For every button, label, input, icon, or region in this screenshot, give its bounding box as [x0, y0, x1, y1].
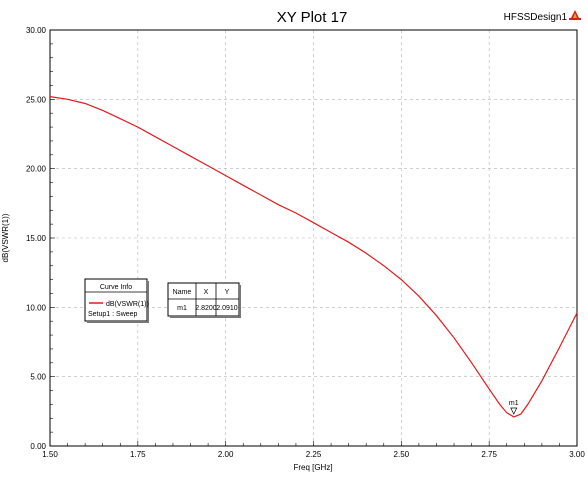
legend-entry: dB(VSWR(1))	[106, 301, 149, 308]
y-tick-label: 30.00	[26, 26, 47, 35]
x-tick-label: 2.25	[306, 450, 322, 459]
legend-box	[84, 278, 148, 322]
marker-table-header-name: Name	[173, 289, 192, 296]
marker-table-box	[167, 282, 240, 317]
x-tick-label: 2.00	[218, 450, 234, 459]
marker-table-cell-name: m1	[177, 305, 187, 312]
marker-table-cell-y: 2.0910	[216, 305, 238, 312]
minor-ticks	[49, 29, 578, 447]
ansoft-logo-icon	[569, 10, 581, 20]
marker-table[interactable]: Name X Y m1 2.8200 2.0910	[167, 282, 241, 318]
marker-label: m1	[509, 400, 519, 407]
markers: m1	[509, 400, 519, 415]
legend-sub: Setup1 : Sweep	[88, 311, 138, 318]
x-axis-label: Freq [GHz]	[293, 463, 332, 472]
marker-triangle[interactable]	[510, 407, 518, 415]
marker-table-header-y: Y	[225, 289, 230, 296]
brand-label: HFSSDesign1	[504, 12, 568, 23]
y-tick-label: 15.00	[26, 234, 47, 243]
y-axis-label: dB(VSWR(1))	[1, 213, 10, 262]
y-tick-label: 10.00	[26, 303, 47, 312]
x-tick-label: 3.00	[569, 450, 585, 459]
series-line	[49, 96, 578, 418]
y-tick-label: 0.00	[30, 442, 46, 451]
x-tick-labels: 1.50 1.75 2.00 2.25 2.50 2.75 3.00	[42, 450, 585, 459]
y-tick-label: 25.00	[26, 95, 47, 104]
chart-title: XY Plot 17	[277, 9, 348, 26]
x-tick-label: 1.75	[130, 450, 146, 459]
marker-table-cell-x: 2.8200	[195, 305, 217, 312]
legend[interactable]: Curve Info dB(VSWR(1)) Setup1 : Sweep	[84, 278, 149, 323]
brand: HFSSDesign1	[504, 10, 581, 23]
series-lines	[49, 96, 578, 418]
x-tick-label: 2.50	[394, 450, 410, 459]
legend-header: Curve Info	[100, 284, 132, 291]
y-tick-label: 20.00	[26, 165, 47, 174]
x-tick-label: 1.50	[42, 450, 58, 459]
y-tick-label: 5.00	[30, 373, 46, 382]
marker-table-header-x: X	[204, 289, 209, 296]
y-tick-labels: 0.00 5.00 10.00 15.00 20.00 25.00 30.00	[26, 26, 47, 451]
x-tick-label: 2.75	[481, 450, 497, 459]
grid	[49, 29, 578, 447]
